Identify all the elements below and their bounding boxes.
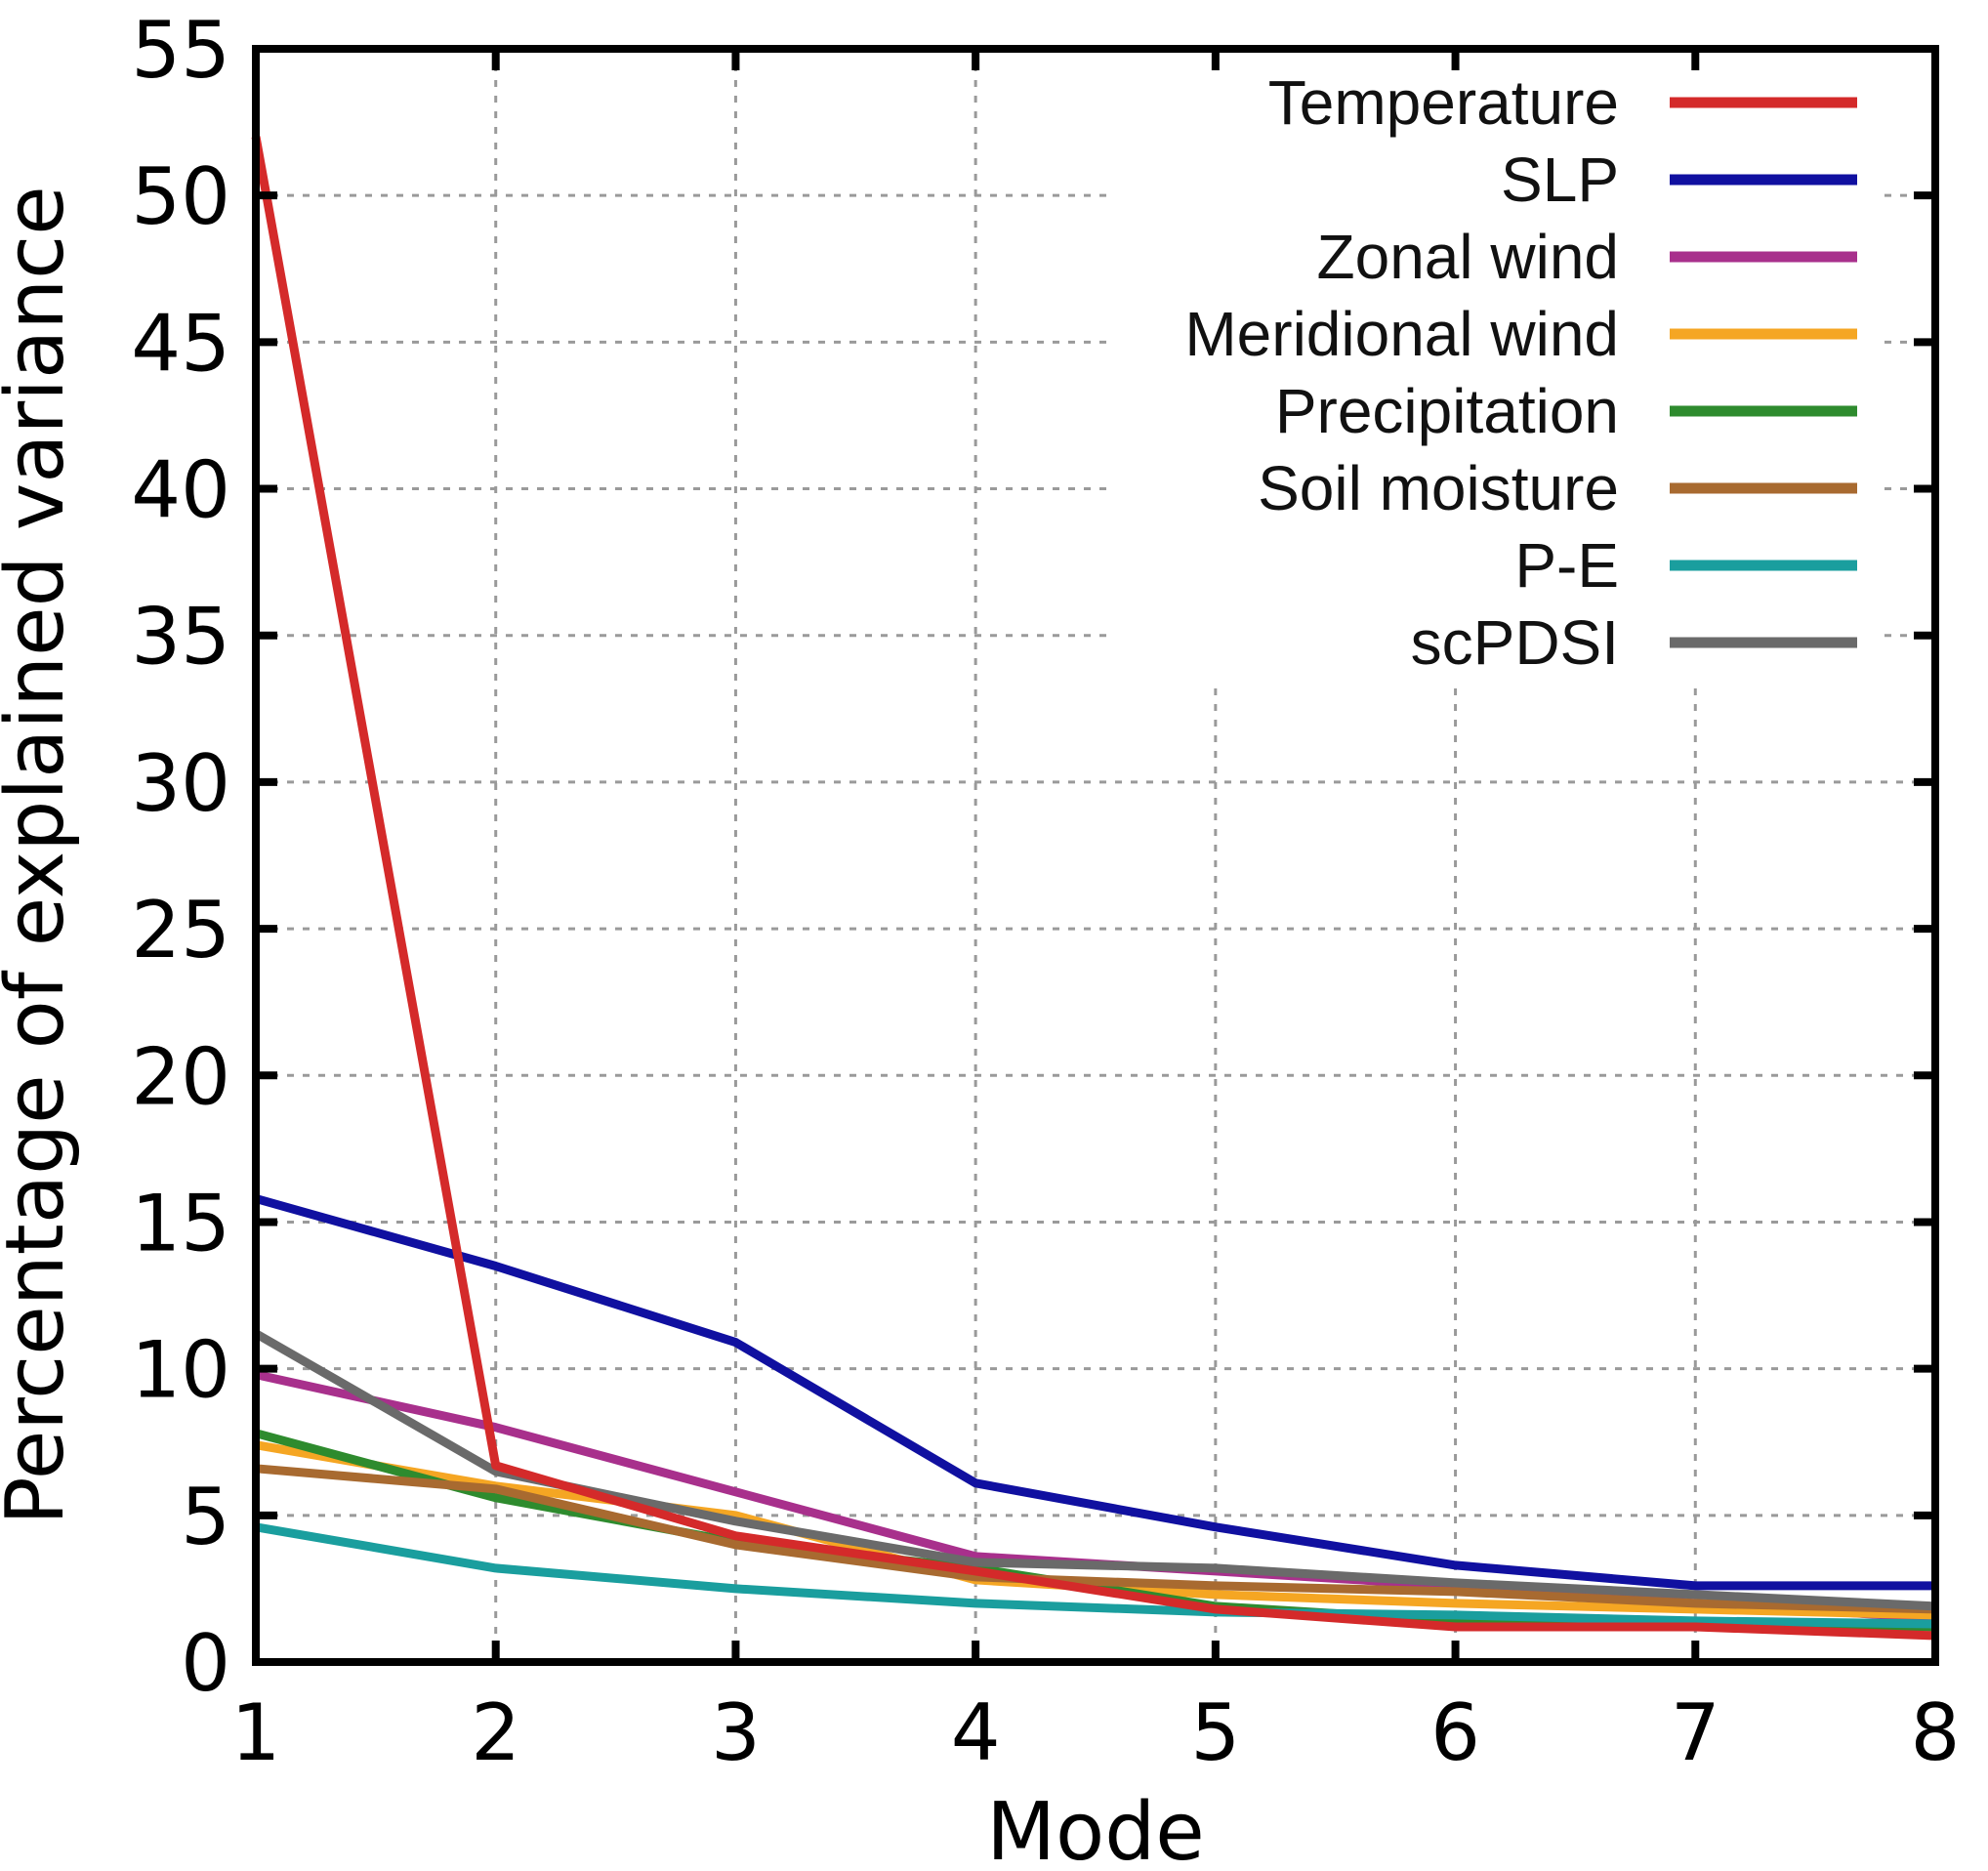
y-tick-label: 55 [131,5,230,96]
legend-label-soil-moisture: Soil moisture [1258,453,1619,523]
grid-lines [256,49,1935,1662]
y-tick-labels: 0 5 10 15 20 25 30 35 40 45 50 55 [131,5,230,1709]
x-tick-label: 1 [231,1687,281,1778]
legend-label-scpdsi: scPDSI [1411,607,1619,678]
legend-label-p-e: P-E [1514,530,1619,601]
legend-label-slp: SLP [1501,145,1619,215]
y-tick-label: 30 [131,738,230,829]
series-line-p-e [255,1522,1936,1629]
x-tick-label: 2 [471,1687,520,1778]
y-tick-label: 0 [181,1618,230,1709]
series-line-temperature [251,136,1936,1641]
y-tick-label: 35 [131,592,230,683]
x-tick-label: 3 [711,1687,761,1778]
y-tick-label: 25 [131,885,230,976]
y-tick-label: 10 [131,1325,230,1416]
x-axis-title: Mode [986,1786,1204,1871]
series-line-soil-moisture [255,1464,1936,1614]
x-tick-label: 4 [951,1687,1001,1778]
axis-ticks [256,49,1935,1662]
legend-label-precipitation: Precipitation [1275,376,1619,446]
x-tick-label: 7 [1671,1687,1720,1778]
y-tick-label: 50 [131,151,230,242]
series-line-slp [254,1194,1935,1591]
legend-label-temperature: Temperature [1268,67,1619,138]
x-tick-labels: 1 2 3 4 5 6 7 8 [231,1687,1961,1778]
y-tick-label: 5 [181,1472,230,1562]
y-tick-label: 20 [131,1031,230,1122]
legend-label-meridional-wind: Meridional wind [1184,299,1619,369]
series-lines [251,136,1936,1641]
y-axis-title: Percentage of explained variance [0,186,82,1524]
x-tick-label: 5 [1190,1687,1240,1778]
y-tick-label: 45 [131,298,230,389]
x-tick-label: 8 [1911,1687,1961,1778]
y-tick-label: 15 [131,1178,230,1268]
y-tick-label: 40 [131,445,230,536]
legend-label-zonal-wind: Zonal wind [1317,222,1620,292]
plot-frame [252,45,1939,1666]
x-tick-label: 6 [1430,1687,1480,1778]
